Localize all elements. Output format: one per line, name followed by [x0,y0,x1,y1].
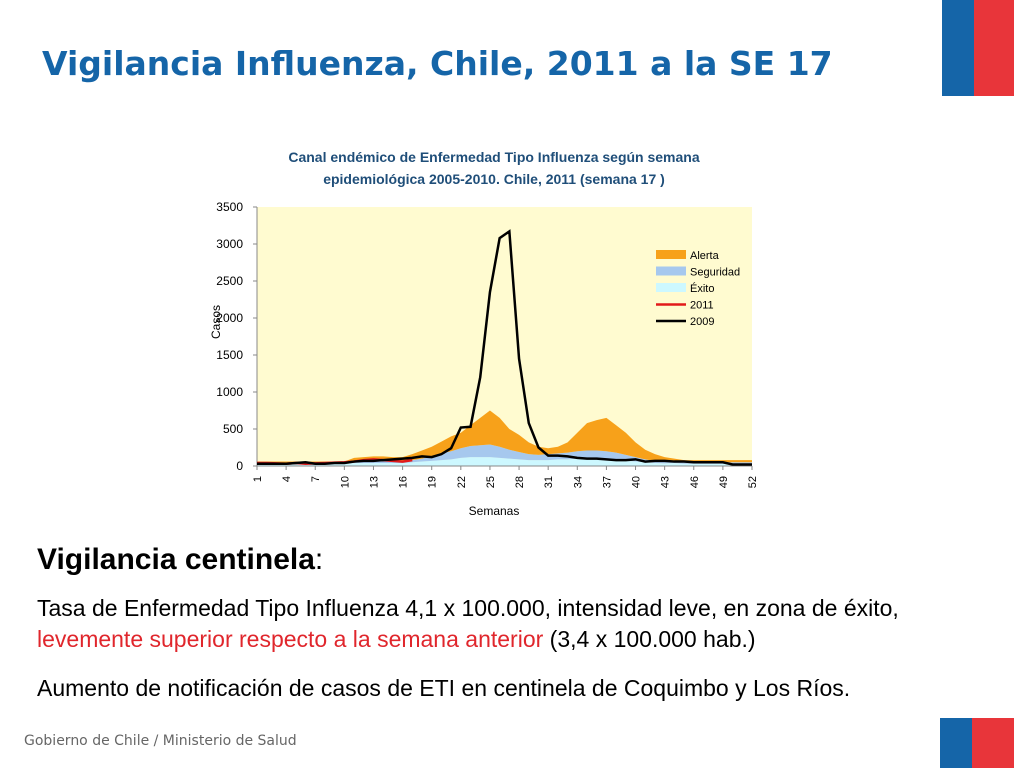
x-tick-label: 13 [368,476,380,488]
legend-swatch [656,266,686,276]
x-tick-label: 1 [252,476,264,482]
flag-blue [942,0,974,96]
heading-rest: : [314,543,324,576]
legend-swatch [656,283,686,292]
x-tick-label: 22 [456,476,468,488]
y-tick-label: 2500 [216,274,243,288]
legend-label: 2011 [690,300,714,312]
area [257,457,752,466]
y-tick-label: 1000 [216,385,243,399]
x-tick-label: 52 [747,476,759,488]
x-axis-label: Semanas [469,504,520,518]
x-tick-label: 19 [427,476,439,488]
paragraph: Aumento de notificación de casos de ETI … [37,673,997,704]
y-tick-label: 3000 [216,237,243,251]
chart-title: Canal endémico de Enfermedad Tipo Influe… [288,149,699,165]
x-tick-label: 34 [572,476,584,488]
area [257,410,752,463]
y-axis-label: Casos [209,305,223,339]
x-tick-label: 40 [631,476,643,488]
x-tick-label: 4 [281,476,293,482]
x-tick-label: 10 [339,476,351,488]
x-tick-label: 43 [660,476,672,488]
x-tick-label: 28 [514,476,526,488]
x-tick-label: 25 [485,476,497,488]
paragraph: Tasa de Enfermedad Tipo Influenza 4,1 x … [37,593,997,655]
x-tick-label: 31 [543,476,555,488]
line [257,229,752,466]
y-tick-label: 2000 [216,311,243,325]
chart-title: epidemiológica 2005-2010. Chile, 2011 (s… [323,171,665,187]
text: Tasa de Enfermedad Tipo Influenza 4,1 x … [37,595,899,621]
text: Aumento de notificación de casos de ETI … [37,675,851,701]
y-tick-label: 0 [236,459,243,473]
x-tick-label: 46 [689,476,701,488]
legend-swatch [656,250,686,259]
x-tick-label: 37 [601,476,613,488]
chart: Canal endémico de Enfermedad Tipo Influe… [209,149,759,518]
heading-bold: Vigilancia centinela [37,543,315,576]
legend-label: 2009 [690,316,714,328]
text: (3,4 x 100.000 hab.) [543,626,756,652]
flag-red [972,718,1014,768]
legend-label: Éxito [690,282,714,295]
heading: Vigilancia centinela: [37,543,323,577]
y-tick-label: 3500 [216,200,243,214]
x-tick-label: 16 [398,476,410,488]
legend-label: Alerta [690,250,720,262]
y-tick-label: 1500 [216,348,243,362]
x-tick-label: 7 [310,476,322,482]
footer: Gobierno de Chile / Ministerio de Salud [24,733,297,749]
flag-blue [940,718,972,768]
legend-label: Seguridad [690,267,740,279]
y-tick-label: 500 [223,422,243,436]
x-tick-label: 49 [718,476,730,488]
slide-title: Vigilancia Influenza, Chile, 2011 a la S… [42,44,833,83]
highlight: levemente superior respecto a la semana … [37,626,544,652]
flag-red [974,0,1014,96]
